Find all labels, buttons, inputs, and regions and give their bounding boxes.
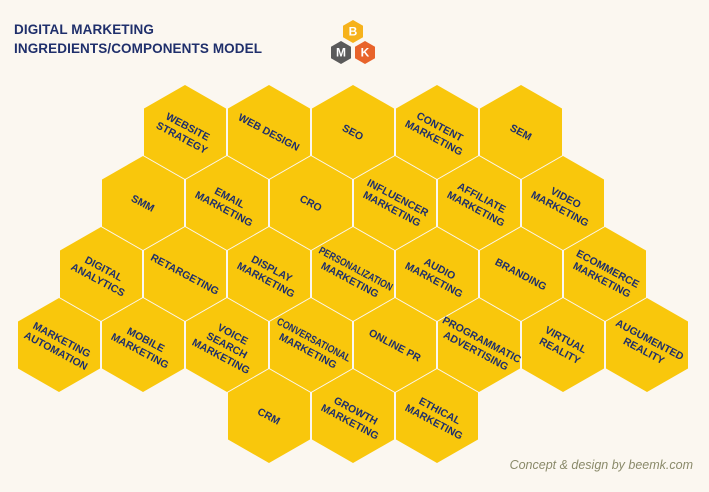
hex-shape (438, 298, 520, 392)
hex-cell-affiliate-marketing: AFFILIATEMARKETING (438, 156, 520, 250)
hex-shape (102, 298, 184, 392)
hex-shape (480, 227, 562, 321)
hex-shape (564, 227, 646, 321)
title-line-2: INGREDIENTS/COMPONENTS MODEL (14, 41, 263, 56)
hex-cell-ethical-marketing: ETHICALMARKETING (396, 369, 478, 463)
hex-shape (312, 85, 394, 179)
hex-cell-growth-marketing: GROWTHMARKETING (312, 369, 394, 463)
hex-shape (186, 298, 268, 392)
hex-shape (270, 298, 352, 392)
logo-hex-right: K (355, 41, 375, 64)
hex-cell-mobile-marketing: MOBILEMARKETING (102, 298, 184, 392)
hex-cell-smm: SMM (102, 156, 184, 250)
hex-cell-web-design: WEB DESIGN (228, 85, 310, 179)
hex-cell-marketing-automation: MARKETINGAUTOMATION (18, 298, 100, 392)
hex-shape (396, 369, 478, 463)
hex-shape (522, 156, 604, 250)
title-line-1: DIGITAL MARKETING (14, 22, 154, 37)
hex-cell-programmatic-advertising: PROGRAMMATICADVERTISING (438, 298, 523, 392)
hex-cell-seo: SEO (312, 85, 394, 179)
hex-cell-content-marketing: CONTENTMARKETING (396, 85, 478, 179)
hex-shape (480, 85, 562, 179)
hex-cell-virtual-reality: VIRTUALREALITY (522, 298, 604, 392)
hex-shape (228, 369, 310, 463)
hex-shape (354, 298, 436, 392)
hex-cell-email-marketing: EMAILMARKETING (186, 156, 268, 250)
hex-cell-conversational-marketing: CONVERSATIONALMARKETING (270, 298, 353, 392)
hex-cell-sem: SEM (480, 85, 562, 179)
hex-cell-crm: CRM (228, 369, 310, 463)
hex-shape (186, 156, 268, 250)
logo-letter-k: K (361, 46, 370, 60)
hex-shape (396, 85, 478, 179)
hex-shape (354, 156, 436, 250)
hex-shape (144, 85, 226, 179)
hex-shape (102, 156, 184, 250)
hex-cell-ecommerce-marketing: ECOMMERCEMARKETING (564, 227, 646, 321)
hex-cell-influencer-marketing: INFLUENCERMARKETING (354, 156, 436, 250)
hex-cell-display-marketing: DISPLAYMARKETING (228, 227, 310, 321)
hex-shape (606, 298, 688, 392)
hex-cell-cro: CRO (270, 156, 352, 250)
hex-cell-augumented-reality: AUGUMENTEDREALITY (606, 298, 688, 392)
hex-shape (144, 227, 226, 321)
logo-hex-top: B (343, 20, 363, 43)
hex-shape (438, 156, 520, 250)
hex-cell-website-strategy: WEBSITESTRATEGY (144, 85, 226, 179)
credit-text: Concept & design by beemk.com (509, 458, 693, 472)
logo-letter-b: B (349, 25, 358, 39)
hex-shape (312, 227, 394, 321)
hex-cell-audio-marketing: AUDIOMARKETING (396, 227, 478, 321)
hex-cell-branding: BRANDING (480, 227, 562, 321)
hex-cell-digital-analytics: DIGITALANALYTICS (60, 227, 142, 321)
hex-cell-video-marketing: VIDEOMARKETING (522, 156, 604, 250)
hex-shape (228, 227, 310, 321)
page-title: DIGITAL MARKETING INGREDIENTS/COMPONENTS… (14, 20, 262, 58)
bmk-logo: B M K (331, 20, 375, 64)
hex-cell-voice-search-marketing: VOICESEARCHMARKETING (186, 298, 268, 392)
hex-shape (312, 369, 394, 463)
hex-shape (522, 298, 604, 392)
hex-shape (60, 227, 142, 321)
hex-shape (18, 298, 100, 392)
hex-cell-personalization-marketing: PERSONALIZATIONMARKETING (312, 227, 395, 321)
logo-letter-m: M (336, 46, 346, 60)
hex-shape (228, 85, 310, 179)
hex-cell-retargeting: RETARGETING (144, 227, 226, 321)
logo-hex-left: M (331, 41, 351, 64)
hex-shape (396, 227, 478, 321)
hex-shape (270, 156, 352, 250)
hex-cell-online-pr: ONLINE PR (354, 298, 436, 392)
